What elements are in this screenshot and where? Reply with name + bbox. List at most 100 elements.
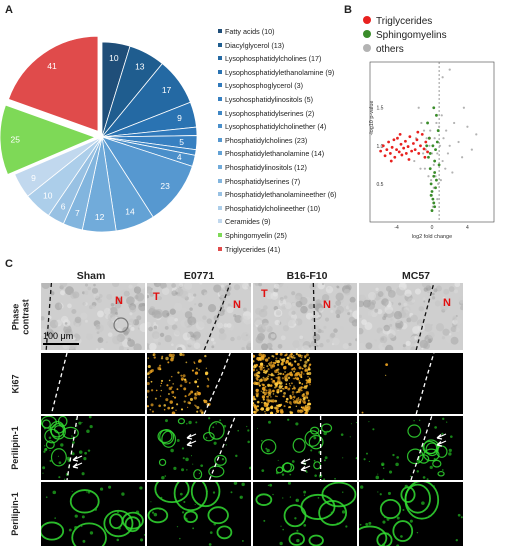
volcano-point <box>424 140 428 144</box>
arrow-icon <box>72 455 83 462</box>
volcano-point <box>392 138 396 142</box>
volcano-point <box>425 137 428 140</box>
pie-legend-swatch <box>218 219 222 224</box>
x-tick-label: 0 <box>431 225 434 231</box>
volcano-point <box>437 125 441 128</box>
tumor-boundary-line <box>208 416 237 480</box>
volcano-point <box>397 150 401 154</box>
micrograph-tile-perilipin <box>147 482 251 546</box>
pie-legend-label: Triglycerides (41) <box>225 244 281 254</box>
volcano-point <box>432 201 436 205</box>
pie-legend-label: Phosphatidylcholines (23) <box>225 135 308 145</box>
pie-legend-swatch <box>218 178 222 183</box>
volcano-point <box>440 114 443 117</box>
volcano-point <box>402 146 406 150</box>
arrow-icon <box>186 433 197 440</box>
pie-legend-swatch <box>218 110 222 115</box>
x-tick-label: -4 <box>394 225 399 231</box>
pie-legend-item: Lysophosphoglycerol (3) <box>218 81 303 90</box>
volcano-point <box>453 121 456 125</box>
pie-legend-label: Phosphatidylethanolamine (14) <box>225 149 325 159</box>
micrograph-tile-perilipin <box>359 416 463 480</box>
volcano-point <box>427 175 430 178</box>
tumor-boundary-line <box>415 353 435 414</box>
volcano-point <box>428 152 432 155</box>
volcano-point <box>436 152 439 155</box>
volcano-point <box>433 171 437 174</box>
pie-legend-label: Lysophosphatidylcholinether (4) <box>225 122 327 132</box>
pie-legend-item: Phosphatidylethanolamine (14) <box>218 149 324 158</box>
pie-slice-label: 5 <box>179 137 184 147</box>
volcano-point <box>432 163 435 166</box>
volcano-point <box>448 68 451 71</box>
volcano-point <box>431 197 435 201</box>
volcano-point <box>429 193 433 197</box>
row-heading: Ki67 <box>10 374 20 394</box>
pie-legend-item: Lysophosphatidylcholinether (4) <box>218 122 326 131</box>
tumor-boundary-line <box>66 416 79 480</box>
volcano-point <box>398 132 402 136</box>
pie-legend-item: Lysophosphatidylethanolamine (9) <box>218 68 334 77</box>
tumor-label: T <box>153 291 160 303</box>
micrograph-tile-perilipin <box>41 416 145 480</box>
pie-legend-label: Phosphatidylinositols (12) <box>225 163 307 172</box>
volcano-point <box>383 154 387 158</box>
volcano-point <box>426 150 429 154</box>
tumor-label: T <box>261 288 268 300</box>
pie-legend-item: Phosphatidylserines (7) <box>218 177 300 186</box>
volcano-plot: -4 0 4 0.5 1.0 1.5 log2 fold change -log10 p-va… <box>369 61 495 240</box>
pie-legend-swatch <box>218 42 222 47</box>
y-tick-label: 1.5 <box>377 106 384 112</box>
column-heading: E0771 <box>183 270 215 282</box>
volcano-point <box>388 152 392 155</box>
volcano-point <box>436 129 440 132</box>
pie-legend-label: Sphingomyelin (25) <box>225 231 287 240</box>
pie-chart: 10 13 17 9 5 4 23 14 12 76 10 9 25 41 <box>0 35 198 233</box>
volcano-point <box>461 156 464 159</box>
volcano-point <box>432 106 436 110</box>
volcano-point <box>428 144 431 147</box>
volcano-point <box>446 152 450 155</box>
pie-legend-label: Lysohosphatidylinositols (5) <box>225 95 314 104</box>
pie-legend-label: Lysophosphoglycerol (3) <box>225 81 304 91</box>
volcano-point <box>420 132 424 136</box>
legend-others-label: others <box>376 44 404 55</box>
volcano-point <box>381 144 385 148</box>
pie-legend-label: Lysophosphatidylcholines (17) <box>225 54 322 64</box>
micrograph-tile-phase: N 100 μm <box>41 283 145 350</box>
normal-tissue-label: N <box>233 299 241 311</box>
scale-bar-label: 100 μm <box>43 331 74 341</box>
volcano-point <box>435 140 439 144</box>
volcano-point <box>442 137 445 140</box>
pie-legend-swatch <box>218 192 222 197</box>
volcano-point <box>417 152 421 155</box>
volcano-point <box>466 125 469 128</box>
volcano-point <box>435 178 438 182</box>
volcano-point <box>475 133 478 136</box>
micrograph-tile-perilipin <box>147 416 251 480</box>
volcano-point <box>406 145 410 148</box>
arrow-icon <box>436 433 447 440</box>
volcano-point <box>387 140 390 144</box>
volcano-point <box>396 136 399 140</box>
tumor-boundary-line <box>45 283 53 350</box>
volcano-point <box>430 209 434 212</box>
pie-legend-label: Lysophosphatidylserines (2) <box>225 108 315 118</box>
volcano-point <box>410 149 414 153</box>
volcano-point <box>438 144 442 147</box>
volcano-point <box>430 178 433 182</box>
panel-a-letter: A <box>5 4 13 16</box>
pie-slice <box>14 136 103 197</box>
volcano-point <box>423 155 427 159</box>
volcano-point <box>429 129 432 132</box>
x-tick-label: 4 <box>466 225 469 231</box>
pie-slice-label: 7 <box>75 208 80 218</box>
pie-legend-swatch <box>218 83 222 88</box>
micrograph-tile-perilipin <box>41 482 145 546</box>
volcano-point <box>413 159 416 163</box>
legend-sphingomyelins-dot <box>363 30 371 39</box>
arrow-icon <box>186 440 197 447</box>
volcano-point <box>432 174 436 178</box>
y-tick-label: 1.0 <box>377 144 384 150</box>
pie-legend-swatch <box>218 29 222 34</box>
